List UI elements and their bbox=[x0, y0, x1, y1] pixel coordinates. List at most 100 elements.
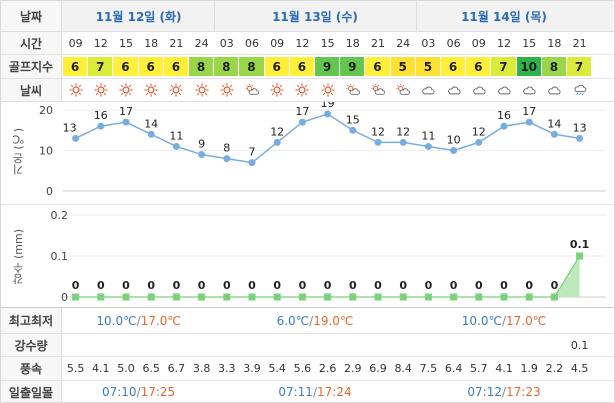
golf-index-cell: 6 bbox=[264, 57, 289, 76]
wind-cell: 2.9 bbox=[344, 362, 362, 375]
rain-amount-cell bbox=[466, 334, 491, 356]
golf-index-cell: 5 bbox=[415, 57, 440, 76]
precipitation-point bbox=[349, 293, 357, 301]
rain-amount-cell bbox=[189, 334, 214, 356]
sun-label: 일출일몰 bbox=[1, 381, 62, 402]
rain-amount-cell bbox=[265, 334, 290, 356]
wind-cell: 4.1 bbox=[495, 362, 513, 375]
golf-index-cell: 9 bbox=[340, 57, 365, 76]
sun-icon bbox=[63, 79, 88, 101]
temperature-point bbox=[97, 122, 105, 130]
precipitation-data-label: 0 bbox=[273, 279, 281, 292]
sun-icon bbox=[265, 79, 290, 101]
golf-index-cell: 6 bbox=[466, 57, 491, 76]
temperature-data-label: 12 bbox=[270, 125, 284, 138]
precipitation-data-label: 0 bbox=[223, 279, 231, 292]
temperature-data-label: 12 bbox=[396, 125, 410, 138]
precipitation-point bbox=[424, 293, 432, 301]
sunrise-time: 07:12 bbox=[467, 385, 502, 399]
precipitation-point bbox=[450, 293, 458, 301]
temperature-point bbox=[248, 159, 256, 167]
precipitation-data-label: 0.1 bbox=[570, 238, 590, 251]
temperature-data-label: 16 bbox=[497, 109, 511, 122]
golf-index-cell: 9 bbox=[315, 57, 340, 76]
cloud-icon bbox=[416, 79, 441, 101]
precipitation-data-label: 0 bbox=[525, 279, 533, 292]
precipitation-point bbox=[374, 293, 382, 301]
precipitation-data-label: 0 bbox=[72, 279, 80, 292]
wind-cells: 5.5 4.1 5.0 6.5 6.7 3.8 3.3 3.9 5.4 5.6 2.6 2.9 6.9 8… bbox=[63, 357, 614, 380]
time-cells: 09 12 15 18 21 24 03 06 09 12 15 18 21 24 03 06 09 12 15 18… bbox=[63, 32, 614, 54]
wind-cell: 1.9 bbox=[520, 362, 538, 375]
minmax-day: 10.0℃/17.0℃ bbox=[63, 308, 214, 333]
sunset-time: 17:24 bbox=[317, 385, 352, 399]
temperature-data-label: 8 bbox=[223, 142, 230, 155]
weather-row: 날씨 bbox=[1, 79, 614, 102]
sun-cloud-icon bbox=[365, 79, 390, 101]
rain-amount-cell bbox=[441, 334, 466, 356]
temperature-point bbox=[223, 155, 231, 163]
time-cell: 15 bbox=[118, 36, 133, 50]
time-cell: 06 bbox=[244, 36, 259, 50]
temperature-data-label: 12 bbox=[472, 125, 486, 138]
temperature-point bbox=[273, 138, 281, 146]
rain-amount-cell bbox=[239, 334, 264, 356]
rain-amount-cell bbox=[139, 334, 164, 356]
date-header: 11월 14일 (목) bbox=[461, 9, 547, 24]
sun-slash: / bbox=[501, 385, 507, 399]
wind-cell: 5.7 bbox=[470, 362, 488, 375]
precipitation-point bbox=[475, 293, 483, 301]
min-temp: 6.0℃ bbox=[276, 313, 310, 328]
temperature-data-label: 9 bbox=[198, 138, 205, 151]
precipitation-point bbox=[198, 293, 206, 301]
max-temp: 19.0℃ bbox=[313, 313, 354, 328]
temperature-data-label: 19 bbox=[321, 102, 335, 110]
temperature-point bbox=[576, 134, 584, 142]
precipitation-data-label: 0 bbox=[425, 279, 433, 292]
golf-index-cell: 7 bbox=[491, 57, 516, 76]
precipitation-data-label: 0 bbox=[324, 279, 332, 292]
sun-cloud-icon bbox=[239, 79, 264, 101]
rain-cloud-icon bbox=[567, 79, 592, 101]
max-temp: 17.0℃ bbox=[140, 313, 181, 328]
precipitation-point bbox=[72, 293, 80, 301]
time-cell: 12 bbox=[295, 36, 310, 50]
rain-amount-cell bbox=[88, 334, 113, 356]
time-cell: 21 bbox=[169, 36, 184, 50]
precipitation-point bbox=[172, 293, 180, 301]
golf-index-cell: 6 bbox=[163, 57, 188, 76]
temperature-point bbox=[525, 118, 533, 126]
time-cell: 09 bbox=[68, 36, 83, 50]
time-cell: 06 bbox=[446, 36, 461, 50]
temperature-data-label: 17 bbox=[119, 105, 133, 118]
precipitation-data-label: 0 bbox=[122, 279, 130, 292]
rain-amount-cell bbox=[340, 334, 365, 356]
time-cell: 15 bbox=[320, 36, 335, 50]
temperature-data-label: 13 bbox=[63, 121, 77, 134]
wind-cell: 5.5 bbox=[66, 362, 85, 375]
cloud-icon bbox=[491, 79, 516, 101]
temperature-point bbox=[72, 134, 80, 142]
wind-label: 풍속 bbox=[1, 357, 62, 380]
time-cell: 03 bbox=[219, 36, 234, 50]
min-temp: 10.0℃ bbox=[96, 313, 137, 328]
wind-cell: 4.5 bbox=[570, 362, 589, 375]
sun-icon bbox=[214, 79, 239, 101]
golf-index-cell: 7 bbox=[88, 57, 113, 76]
time-cell: 12 bbox=[93, 36, 108, 50]
minmax-slash: / bbox=[136, 313, 141, 328]
temperature-point bbox=[198, 151, 206, 159]
rain-amount-cell bbox=[391, 334, 416, 356]
time-cell: 18 bbox=[144, 36, 159, 50]
cloud-icon bbox=[441, 79, 466, 101]
precipitation-point bbox=[147, 293, 155, 301]
sun-icon bbox=[139, 79, 164, 101]
golf-index-cell: 8 bbox=[214, 57, 239, 76]
minmax-row: 최고최저 10.0℃/17.0℃ 6.0℃/19.0℃ 10.0℃/17.0℃ bbox=[1, 308, 614, 334]
cloud-icon bbox=[466, 79, 491, 101]
precipitation-data-label: 0 bbox=[374, 279, 382, 292]
temperature-point bbox=[122, 118, 130, 126]
precipitation-data-label: 0 bbox=[299, 279, 307, 292]
precipitation-data-label: 0 bbox=[500, 279, 508, 292]
rain-amount-cell bbox=[63, 334, 88, 356]
